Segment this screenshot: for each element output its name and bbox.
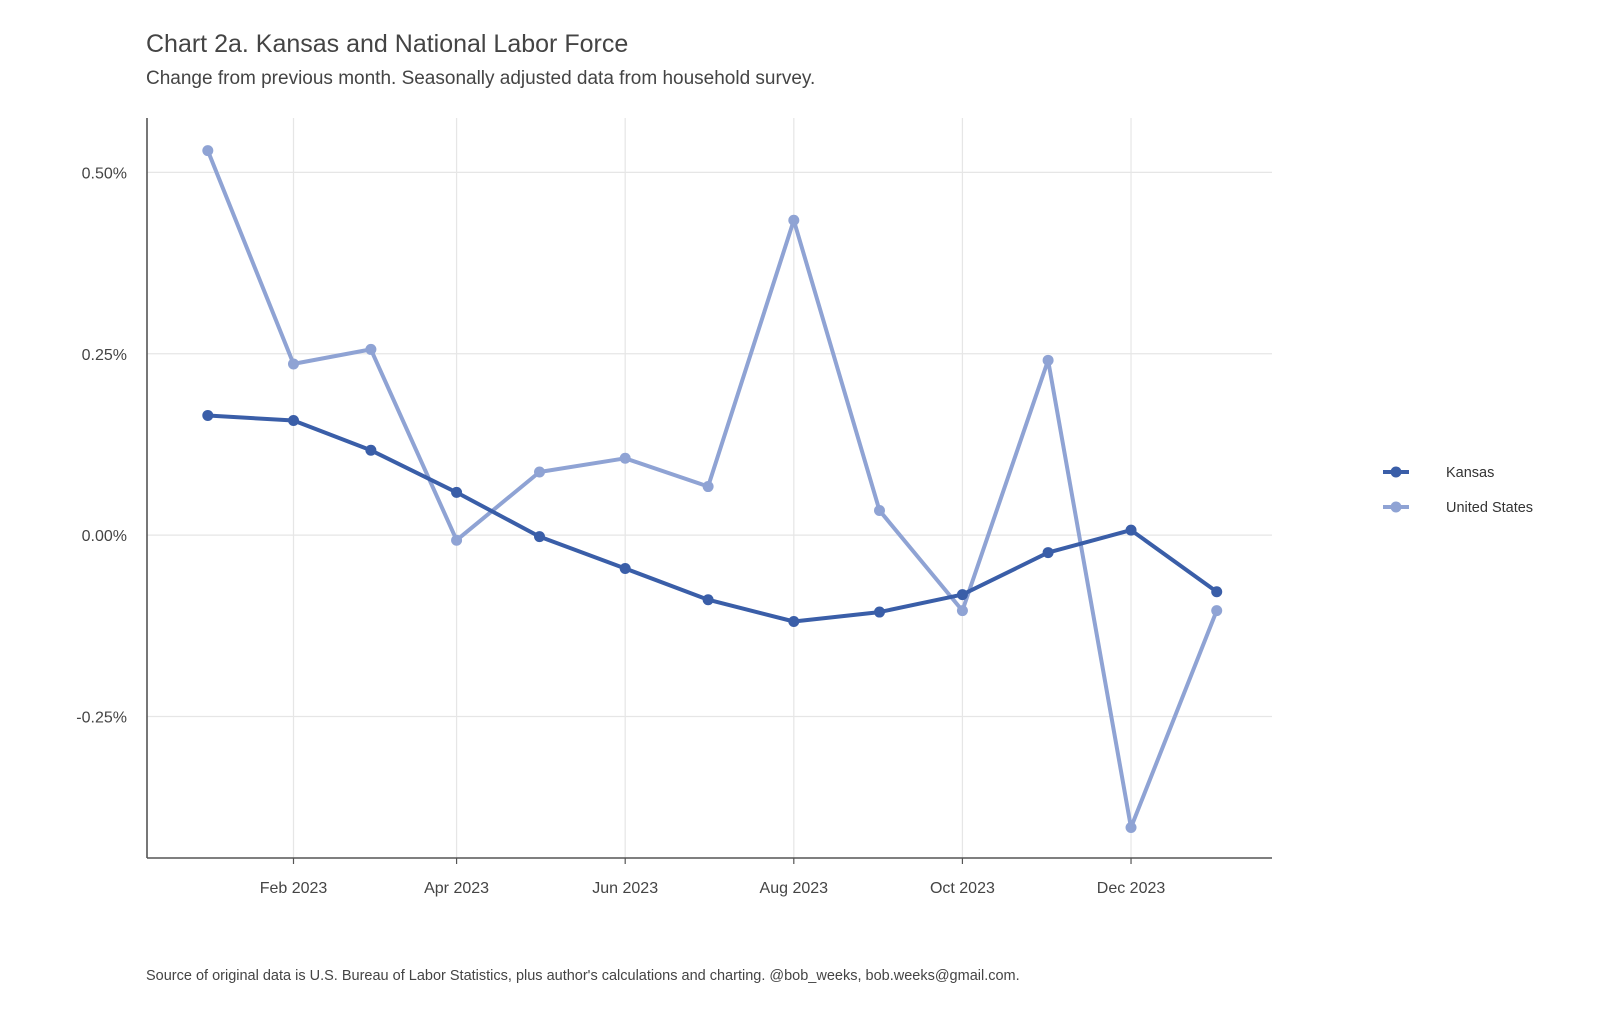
data-point-kansas xyxy=(788,615,800,627)
legend-key-point-kansas xyxy=(1390,466,1402,478)
axes xyxy=(146,118,1272,864)
x-tick-label: Apr 2023 xyxy=(424,880,489,897)
legend-label-kansas: Kansas xyxy=(1446,465,1494,481)
y-tick-label: -0.25% xyxy=(76,710,127,727)
data-point-united-states xyxy=(1211,605,1223,617)
x-tick-label: Jun 2023 xyxy=(592,880,658,897)
data-point-united-states xyxy=(534,466,546,478)
x-tick-label: Oct 2023 xyxy=(930,880,995,897)
data-point-united-states xyxy=(1125,822,1137,834)
data-point-kansas xyxy=(202,409,214,421)
legend-label-united-states: United States xyxy=(1446,500,1533,516)
data-point-united-states xyxy=(788,214,800,226)
data-point-kansas xyxy=(365,444,377,456)
data-point-united-states xyxy=(451,534,463,546)
x-tick-label: Feb 2023 xyxy=(260,880,328,897)
legend-key-point-united-states xyxy=(1390,501,1402,513)
chart-title: Chart 2a. Kansas and National Labor Forc… xyxy=(146,30,629,58)
data-point-kansas xyxy=(619,563,631,575)
data-point-kansas xyxy=(956,589,968,601)
y-tick-label: 0.25% xyxy=(82,347,127,364)
data-point-united-states xyxy=(702,481,714,493)
legend: Kansas United States xyxy=(1383,465,1533,516)
x-tick-label: Dec 2023 xyxy=(1097,880,1166,897)
data-point-kansas xyxy=(287,415,299,427)
data-point-kansas xyxy=(702,594,714,606)
y-tick-label: 0.00% xyxy=(82,528,127,545)
data-point-united-states xyxy=(365,343,377,355)
data-point-kansas xyxy=(873,606,885,618)
source-caption: Source of original data is U.S. Bureau o… xyxy=(146,968,1020,984)
data-point-united-states xyxy=(1042,354,1054,366)
data-point-kansas xyxy=(451,486,463,498)
series-group xyxy=(202,145,1223,834)
data-point-united-states xyxy=(287,358,299,370)
y-tick-label: 0.50% xyxy=(82,165,127,182)
data-point-kansas xyxy=(1042,547,1054,559)
tick-labels: 0.50% 0.25% 0.00% -0.25% Feb 2023 Apr 2023 Jun… xyxy=(76,165,1165,897)
chart-subtitle: Change from previous month. Seasonally a… xyxy=(146,68,816,89)
data-point-united-states xyxy=(873,504,885,516)
data-point-kansas xyxy=(1125,524,1137,536)
data-point-united-states xyxy=(202,145,214,157)
data-point-kansas xyxy=(534,531,546,543)
data-point-united-states xyxy=(956,605,968,617)
x-tick-label: Aug 2023 xyxy=(760,880,829,897)
data-point-kansas xyxy=(1211,586,1223,598)
data-point-united-states xyxy=(619,452,631,464)
